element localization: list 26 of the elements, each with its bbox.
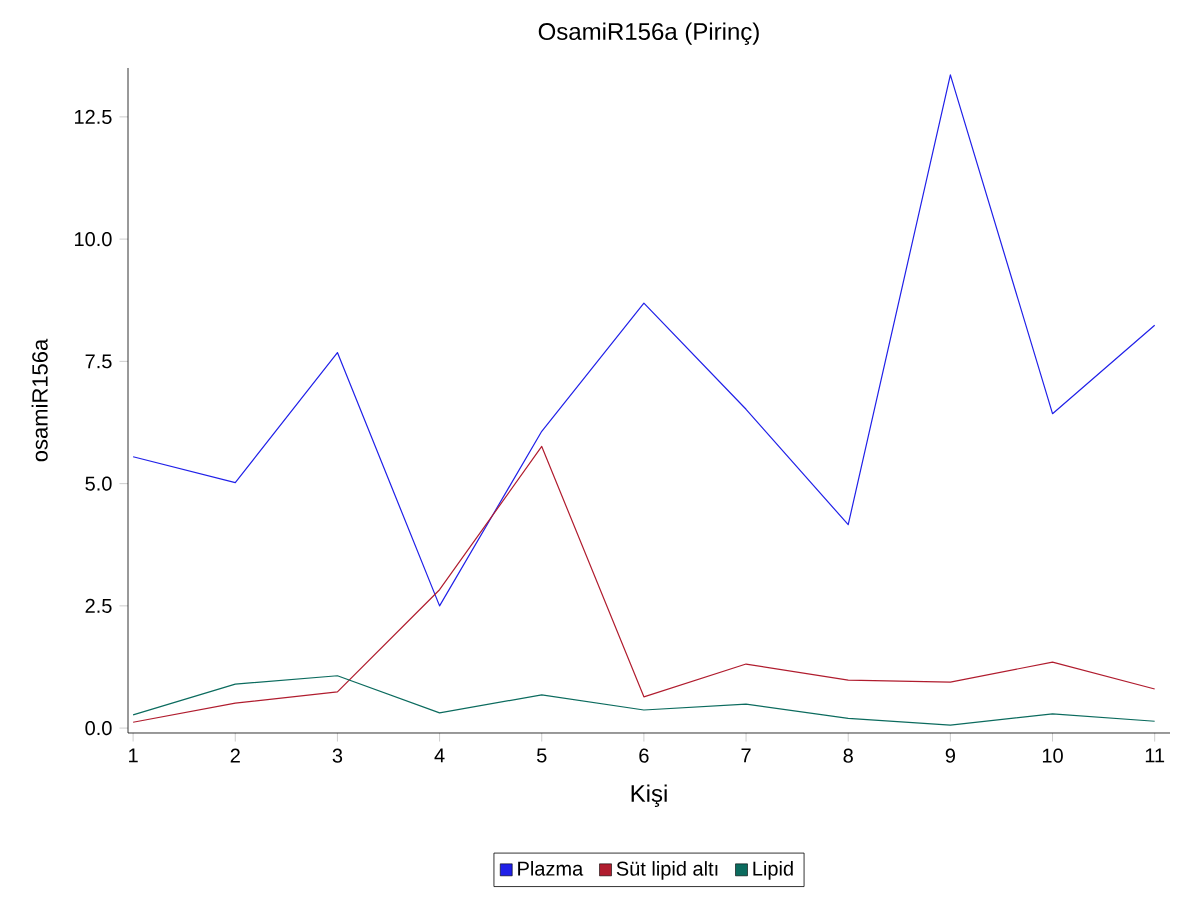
x-tick-label: 3 — [332, 748, 343, 763]
legend-label: Plazma — [518, 861, 584, 876]
line-series — [132, 445, 1156, 723]
y-tick-label: 2.5 — [85, 598, 112, 613]
line-series — [132, 675, 1156, 726]
x-tick-label: 2 — [230, 748, 240, 763]
y-tick-label: 7.5 — [85, 354, 112, 369]
y-tick-label: 10.0 — [75, 232, 112, 247]
x-tick-label: 6 — [639, 748, 649, 763]
x-tick-label: 8 — [843, 748, 853, 763]
legend-label: Süt lipid altı — [616, 861, 718, 880]
line-series — [132, 74, 1156, 607]
legend-label: Lipid — [753, 861, 793, 880]
x-tick-label: 5 — [536, 748, 547, 763]
y-axis-title: osamiR156a — [31, 338, 48, 462]
x-tick-label: 11 — [1145, 748, 1165, 763]
x-axis-title: Kişi — [631, 784, 667, 807]
x-tick-label: 4 — [434, 748, 445, 763]
y-tick-label: 5.0 — [85, 476, 112, 491]
y-tick-label: 0.0 — [85, 721, 112, 736]
chart-title: OsamiR156a (Pirinç) — [538, 22, 759, 45]
x-tick-label: 7 — [741, 748, 751, 763]
x-tick-label: 9 — [945, 748, 955, 763]
x-tick-label: 1 — [129, 748, 138, 763]
x-tick-label: 10 — [1042, 748, 1063, 763]
y-tick-label: 12.5 — [75, 109, 112, 124]
